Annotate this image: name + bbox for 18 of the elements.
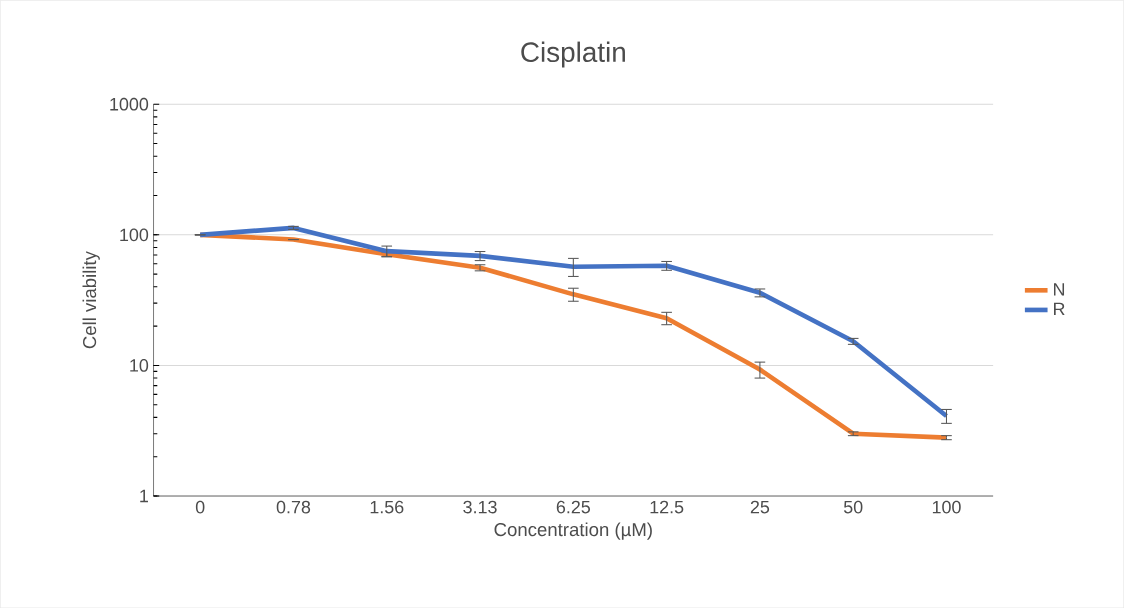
x-tick-label: 0 — [195, 500, 205, 514]
x-tick-label: 1.56 — [370, 500, 404, 514]
x-tick-label: 50 — [843, 500, 863, 514]
y-axis-title: Cell viability — [82, 251, 100, 349]
y-tick-label: 10 — [130, 358, 149, 372]
chart-title: Cisplatin — [521, 41, 625, 68]
legend-label: R — [1054, 302, 1065, 315]
x-tick-label: 25 — [750, 500, 770, 514]
y-tick-label: 100 — [120, 228, 149, 242]
y-tick-label: 1000 — [110, 97, 149, 111]
x-tick-label: 12.5 — [650, 500, 684, 514]
x-tick-label: 100 — [932, 500, 961, 514]
y-tick-label: 1 — [140, 489, 148, 503]
legend-label: N — [1054, 283, 1065, 296]
x-tick-label: 3.13 — [463, 500, 497, 514]
x-tick-label: 6.25 — [556, 500, 591, 514]
x-tick-label: 0.78 — [276, 500, 311, 514]
x-axis-title: Concentration (µM) — [494, 522, 652, 540]
